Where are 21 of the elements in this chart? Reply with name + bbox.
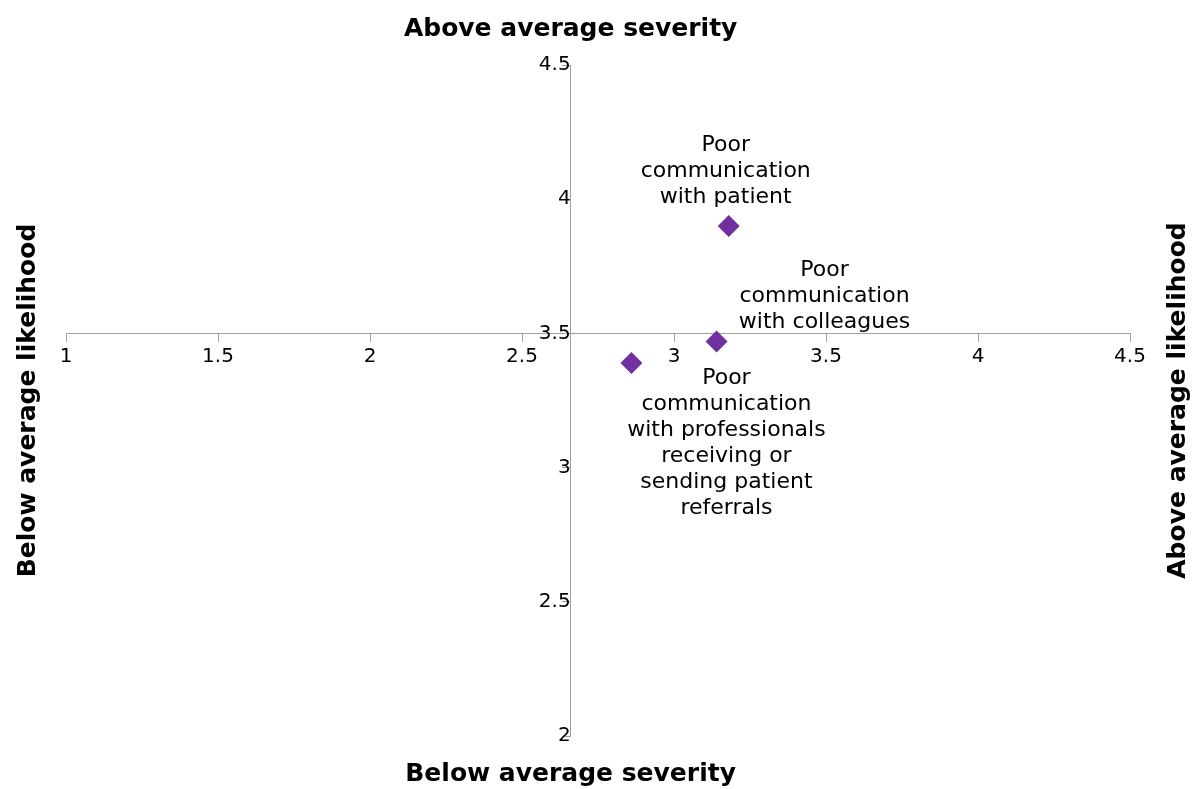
annotation: Poor communication with patient [640,130,811,208]
y-tick-label: 4.5 [538,51,571,76]
x-tick-label: 4.5 [1114,342,1146,367]
point [717,215,740,238]
x-tick-label: 2 [363,342,377,367]
y-tick-label: 2.5 [538,588,571,612]
point [620,351,643,374]
text: Below average severity [405,757,736,787]
y-tick-label: 3 [557,453,571,478]
y-tick-label: 4 [557,185,571,210]
x-tick-label: 1 [59,342,73,367]
x-tick-label: 4 [971,342,985,367]
text: Below average likelihood [11,223,41,578]
annotation: Poor communication with colleagues [738,256,911,334]
y-tick-label: 2 [557,722,571,747]
text: Above average severity [403,12,738,42]
x-tick-label: 1.5 [202,342,234,367]
text: Above average likelihood [1161,222,1191,579]
x-tick-label: 2.5 [506,342,538,367]
point [705,330,728,353]
y-tick-label: 3.5 [538,319,571,344]
